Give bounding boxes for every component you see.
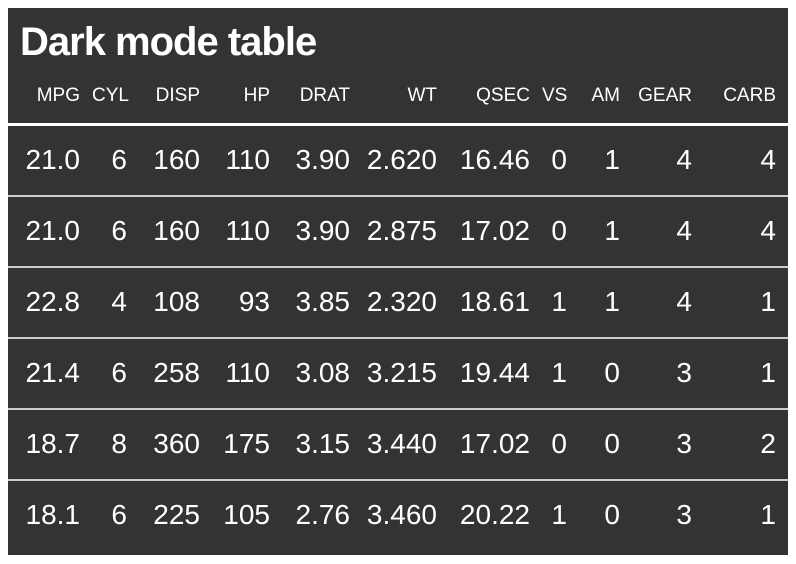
column-header-hp: HP [212,70,282,126]
table-cell: 21.0 [8,195,92,267]
column-header-vs: VS [542,70,579,126]
table-cell: 18.7 [8,408,92,480]
column-header-disp: DISP [139,70,212,126]
table-cell: 3.15 [282,408,362,480]
table-cell: 19.44 [449,337,542,409]
table-cell: 2.76 [282,479,362,550]
table-cell: 2.875 [362,195,449,267]
table-row: 18.1 6 225 105 2.76 3.460 20.22 1 0 3 1 [8,479,788,550]
table-cell: 3 [632,408,704,480]
table-body: 21.0 6 160 110 3.90 2.620 16.46 0 1 4 4 21.0 6 160 110… [8,125,788,550]
table-cell: 3.90 [295,144,351,175]
table-cell: 3 [632,337,704,409]
column-header-carb: CARB [704,70,788,126]
dark-mode-table-card: Dark mode table MPG CYL DISP HP DRAT WT QSEC VS… [8,8,788,555]
table-cell: 1 [704,266,788,338]
table-cell: 0 [542,408,579,480]
table-cell: 3.85 [282,266,362,338]
table-cell: 20.22 [449,479,542,550]
table-cell: 1 [604,144,620,175]
column-header-gear: GEAR [632,70,704,126]
table-cell: 3.460 [362,479,449,550]
table-cell: 3.90 [282,195,362,267]
table-cell: 0 [551,144,567,175]
column-header-am: AM [579,70,632,126]
table-cell: 360 [139,408,212,480]
table-cell: 258 [139,337,212,409]
table-cell: 21.4 [8,337,92,409]
table-row: 21.4 6 258 110 3.08 3.215 19.44 1 0 3 1 [8,337,788,409]
table-cell: 4 [704,195,788,267]
table-cell: 21.0 [25,144,81,175]
table-cell: 1 [579,195,632,267]
table-cell: 175 [212,408,282,480]
table-cell: 2 [704,408,788,480]
header-row: MPG CYL DISP HP DRAT WT QSEC VS AM GEAR CARB [8,70,788,126]
table-cell: 4 [92,266,139,338]
table-cell: 6 [92,337,139,409]
table-cell: 0 [579,337,632,409]
table-cell: 4 [676,144,692,175]
table-cell: 6 [111,144,127,175]
table-cell: 3 [632,479,704,550]
table-cell: 110 [212,337,282,409]
table-row: 21.0 6 160 110 3.90 2.620 16.46 0 1 4 4 [8,125,788,197]
column-header-wt: WT [362,70,449,126]
column-header-mpg: MPG [8,70,92,126]
table-cell: 0 [542,195,579,267]
table-cell: 1 [704,337,788,409]
table-row: 21.0 6 160 110 3.90 2.875 17.02 0 1 4 4 [8,195,788,267]
data-table: MPG CYL DISP HP DRAT WT QSEC VS AM GEAR CARB 21.0 6… [8,70,788,550]
table-cell: 4 [632,266,704,338]
table-cell: 2.620 [366,144,437,175]
table-cell: 18.1 [8,479,92,550]
table-cell: 93 [212,266,282,338]
table-cell: 225 [139,479,212,550]
table-cell: 108 [139,266,212,338]
table-cell: 0 [579,479,632,550]
table-cell: 16.46 [459,144,530,175]
table-cell: 110 [225,144,270,175]
table-cell: 110 [212,195,282,267]
table-cell: 18.61 [449,266,542,338]
table-cell: 6 [92,479,139,550]
table-cell: 105 [212,479,282,550]
table-cell: 17.02 [449,195,542,267]
table-cell: 1 [542,266,579,338]
table-cell: 1 [542,337,579,409]
table-cell: 22.8 [8,266,92,338]
column-header-drat: DRAT [282,70,362,126]
table-title: Dark mode table [20,20,317,64]
table-cell: 3.215 [362,337,449,409]
table-cell: 0 [579,408,632,480]
table-cell: 160 [153,144,200,175]
table-cell: 1 [579,266,632,338]
table-cell: 17.02 [449,408,542,480]
table-cell: 1 [704,479,788,550]
table-cell: 3.440 [362,408,449,480]
table-cell: 160 [139,195,212,267]
table-row: 18.7 8 360 175 3.15 3.440 17.02 0 0 3 2 [8,408,788,480]
table-cell: 4 [632,195,704,267]
table-cell: 2.320 [362,266,449,338]
table-cell: 4 [760,144,776,175]
column-header-qsec: QSEC [449,70,542,126]
table-cell: 1 [542,479,579,550]
table-cell: 8 [92,408,139,480]
column-header-cyl: CYL [92,70,139,126]
table-cell: 6 [92,195,139,267]
table-row: 22.8 4 108 93 3.85 2.320 18.61 1 1 4 1 [8,266,788,338]
table-cell: 3.08 [282,337,362,409]
